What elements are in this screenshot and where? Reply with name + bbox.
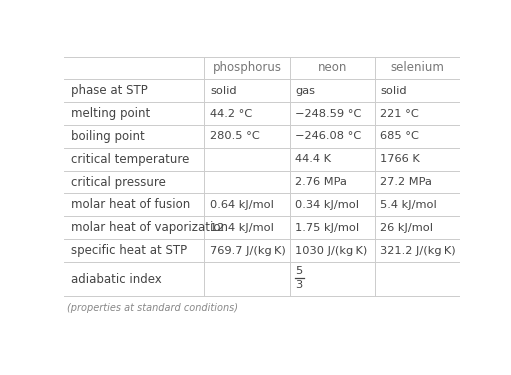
Text: critical pressure: critical pressure [71, 176, 166, 189]
Text: −246.08 °C: −246.08 °C [295, 132, 361, 141]
Text: adiabatic index: adiabatic index [71, 273, 162, 286]
Text: 44.4 K: 44.4 K [295, 154, 331, 164]
Text: specific heat at STP: specific heat at STP [71, 244, 187, 257]
Text: solid: solid [380, 86, 407, 96]
Text: −248.59 °C: −248.59 °C [295, 109, 361, 118]
Text: 44.2 °C: 44.2 °C [210, 109, 252, 118]
Text: 0.34 kJ/mol: 0.34 kJ/mol [295, 200, 359, 210]
Text: 221 °C: 221 °C [380, 109, 419, 118]
Text: 769.7 J/(kg K): 769.7 J/(kg K) [210, 246, 286, 256]
Text: 12.4 kJ/mol: 12.4 kJ/mol [210, 223, 274, 233]
Text: 2.76 MPa: 2.76 MPa [295, 177, 347, 187]
Text: molar heat of fusion: molar heat of fusion [71, 198, 190, 211]
Text: 1030 J/(kg K): 1030 J/(kg K) [295, 246, 367, 256]
Text: critical temperature: critical temperature [71, 153, 190, 166]
Text: (properties at standard conditions): (properties at standard conditions) [67, 303, 238, 313]
Text: gas: gas [295, 86, 315, 96]
Text: melting point: melting point [71, 107, 150, 120]
Text: solid: solid [210, 86, 237, 96]
Text: 685 °C: 685 °C [380, 132, 419, 141]
Text: boiling point: boiling point [71, 130, 145, 143]
Text: selenium: selenium [390, 62, 444, 75]
Text: phase at STP: phase at STP [71, 84, 148, 97]
Text: 1.75 kJ/mol: 1.75 kJ/mol [295, 223, 359, 233]
Text: 27.2 MPa: 27.2 MPa [380, 177, 432, 187]
Text: molar heat of vaporization: molar heat of vaporization [71, 221, 228, 234]
Text: 280.5 °C: 280.5 °C [210, 132, 260, 141]
Text: 3: 3 [295, 280, 303, 290]
Text: 5: 5 [295, 266, 303, 276]
Text: 321.2 J/(kg K): 321.2 J/(kg K) [380, 246, 456, 256]
Text: 26 kJ/mol: 26 kJ/mol [380, 223, 433, 233]
Text: neon: neon [317, 62, 347, 75]
Text: phosphorus: phosphorus [213, 62, 282, 75]
Text: 5.4 kJ/mol: 5.4 kJ/mol [380, 200, 437, 210]
Text: 0.64 kJ/mol: 0.64 kJ/mol [210, 200, 274, 210]
Text: 1766 K: 1766 K [380, 154, 420, 164]
